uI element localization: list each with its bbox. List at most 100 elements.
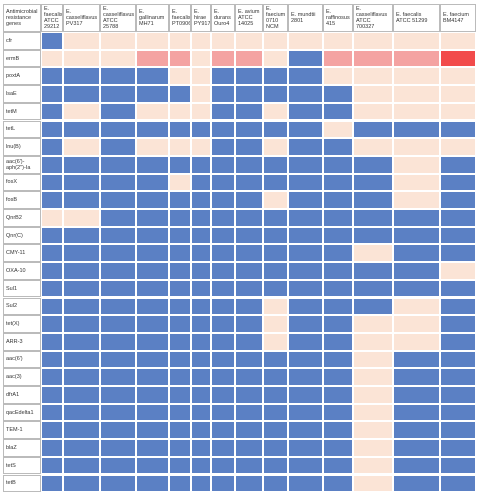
heatmap-cell — [440, 421, 476, 440]
heatmap-cell — [211, 332, 235, 351]
heatmap-cell — [263, 67, 288, 86]
heatmap-cell — [169, 368, 191, 386]
heatmap-cell — [41, 332, 63, 351]
heatmap-cell — [440, 155, 476, 174]
heatmap-cell — [440, 332, 476, 351]
heatmap-cell — [63, 368, 100, 386]
heatmap-cell — [191, 85, 211, 103]
heatmap-cell — [263, 173, 288, 192]
heatmap-cell — [353, 155, 393, 174]
heatmap-cell — [41, 32, 63, 50]
row-label: tetB — [3, 474, 41, 493]
heatmap-cell — [211, 456, 235, 475]
heatmap-cell — [263, 85, 288, 103]
heatmap-cell — [323, 474, 353, 493]
column-header: E. durans Ouro4 — [211, 4, 235, 32]
heatmap-cell — [169, 120, 191, 139]
heatmap-cell — [235, 474, 263, 493]
heatmap-cell — [191, 32, 211, 50]
heatmap-cell — [211, 155, 235, 174]
heatmap-cell — [235, 191, 263, 209]
heatmap-cell — [288, 191, 323, 209]
heatmap-cell — [63, 262, 100, 280]
heatmap-cell — [235, 155, 263, 174]
heatmap-cell — [169, 209, 191, 227]
row-label: ermB — [3, 49, 41, 68]
heatmap-cell — [323, 262, 353, 280]
heatmap-cell — [288, 368, 323, 386]
heatmap-cell — [41, 120, 63, 139]
heatmap-cell — [263, 49, 288, 68]
heatmap-cell — [353, 297, 393, 316]
heatmap-cell — [288, 209, 323, 227]
heatmap-cell — [41, 403, 63, 422]
heatmap-cell — [288, 456, 323, 475]
heatmap-cell — [63, 120, 100, 139]
heatmap-cell — [41, 102, 63, 121]
heatmap-cell — [235, 368, 263, 386]
heatmap-cell — [235, 102, 263, 121]
heatmap-cell — [393, 315, 440, 333]
heatmap-cell — [263, 191, 288, 209]
heatmap-cell — [41, 456, 63, 475]
heatmap-cell — [41, 262, 63, 280]
heatmap-cell — [100, 403, 136, 422]
heatmap-cell — [169, 32, 191, 50]
heatmap-cell — [41, 368, 63, 386]
heatmap-cell — [136, 138, 169, 156]
heatmap-cell — [393, 32, 440, 50]
heatmap-cell — [323, 209, 353, 227]
heatmap-cell — [63, 244, 100, 263]
heatmap-cell — [100, 85, 136, 103]
heatmap-cell — [191, 421, 211, 440]
heatmap-cell — [353, 474, 393, 493]
column-header: E. hirae PY917 — [191, 4, 211, 32]
heatmap-cell — [288, 155, 323, 174]
heatmap-cell — [393, 138, 440, 156]
heatmap-cell — [440, 32, 476, 50]
heatmap-cell — [169, 456, 191, 475]
heatmap-cell — [63, 403, 100, 422]
heatmap-cell — [41, 138, 63, 156]
heatmap-cell — [41, 297, 63, 316]
heatmap-cell — [41, 67, 63, 86]
heatmap-cell — [169, 403, 191, 422]
heatmap-cell — [288, 332, 323, 351]
heatmap-cell — [393, 191, 440, 209]
row-label: tetM — [3, 102, 41, 121]
heatmap-cell — [211, 297, 235, 316]
heatmap-cell — [100, 173, 136, 192]
heatmap-cell — [191, 102, 211, 121]
heatmap-cell — [169, 138, 191, 156]
row-label: QnrB2 — [3, 209, 41, 227]
heatmap-cell — [440, 315, 476, 333]
heatmap-cell — [100, 49, 136, 68]
heatmap-cell — [263, 315, 288, 333]
row-label: lnu(B) — [3, 138, 41, 156]
heatmap-cell — [211, 191, 235, 209]
heatmap-cell — [211, 403, 235, 422]
heatmap-cell — [191, 173, 211, 192]
heatmap-cell — [263, 102, 288, 121]
heatmap-cell — [41, 173, 63, 192]
row-label: fosB — [3, 191, 41, 209]
heatmap-cell — [288, 297, 323, 316]
heatmap-cell — [288, 67, 323, 86]
column-header: E. casseliflavus ATCC 25788 — [100, 4, 136, 32]
heatmap-cell — [63, 191, 100, 209]
heatmap-cell — [440, 138, 476, 156]
heatmap-cell — [323, 456, 353, 475]
heatmap-cell — [288, 49, 323, 68]
heatmap-cell — [191, 456, 211, 475]
heatmap-cell — [353, 191, 393, 209]
heatmap-cell — [393, 120, 440, 139]
column-header: E. casseliflavus ATCC 700327 — [353, 4, 393, 32]
heatmap-cell — [211, 474, 235, 493]
heatmap-cell — [100, 474, 136, 493]
heatmap-cell — [288, 173, 323, 192]
heatmap-cell — [100, 421, 136, 440]
row-label: Qnr(C) — [3, 226, 41, 245]
heatmap-cell — [211, 386, 235, 404]
heatmap-cell — [353, 102, 393, 121]
heatmap-cell — [211, 49, 235, 68]
